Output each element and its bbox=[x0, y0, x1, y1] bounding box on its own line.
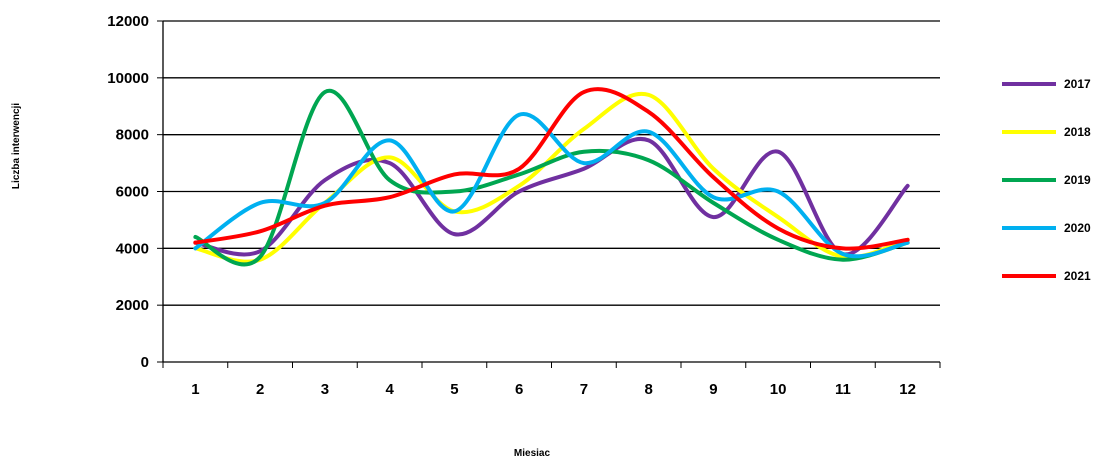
legend-label: 2017 bbox=[1064, 77, 1091, 91]
x-tick-label: 4 bbox=[385, 381, 394, 398]
data-point-2017 bbox=[388, 161, 392, 165]
legend-label: 2021 bbox=[1064, 269, 1091, 283]
legend-item-2017: 2017 bbox=[1002, 77, 1091, 91]
y-tick-label: 2000 bbox=[116, 297, 149, 314]
data-point-2018 bbox=[517, 184, 521, 188]
data-point-2021 bbox=[841, 246, 845, 250]
y-tick-label: 0 bbox=[141, 354, 149, 371]
data-point-2020 bbox=[841, 252, 845, 256]
x-tick-label: 10 bbox=[770, 381, 787, 398]
data-point-2019 bbox=[452, 190, 456, 194]
x-axis-title: Miesiac bbox=[514, 448, 551, 459]
legend-item-2021: 2021 bbox=[1002, 269, 1091, 283]
legend-item-2019: 2019 bbox=[1002, 173, 1091, 187]
data-point-2017 bbox=[906, 184, 910, 188]
data-point-2019 bbox=[841, 258, 845, 262]
data-point-2018 bbox=[647, 93, 651, 97]
data-point-2017 bbox=[582, 167, 586, 171]
x-tick-label: 12 bbox=[899, 381, 916, 398]
data-point-2021 bbox=[323, 204, 327, 208]
y-axis-title: Liczba interwencji bbox=[11, 103, 22, 189]
x-tick-label: 9 bbox=[709, 381, 717, 398]
grid-lines bbox=[163, 20, 940, 306]
y-tick-label: 10000 bbox=[107, 70, 149, 87]
data-point-2020 bbox=[776, 190, 780, 194]
x-tick-label: 1 bbox=[191, 381, 199, 398]
data-point-2019 bbox=[647, 158, 651, 162]
data-point-2021 bbox=[582, 90, 586, 94]
legend-item-2018: 2018 bbox=[1002, 125, 1091, 139]
data-point-2020 bbox=[711, 195, 715, 199]
data-point-2020 bbox=[582, 161, 586, 165]
data-point-2017 bbox=[452, 232, 456, 236]
y-tick-label: 6000 bbox=[116, 184, 149, 201]
data-point-2020 bbox=[517, 113, 521, 117]
data-point-2021 bbox=[258, 229, 262, 233]
legend-label: 2018 bbox=[1064, 125, 1091, 139]
data-point-2017 bbox=[647, 138, 651, 142]
data-point-2019 bbox=[776, 238, 780, 242]
series-lines bbox=[193, 87, 910, 267]
series-line-2020 bbox=[193, 112, 910, 259]
x-tick-label: 5 bbox=[450, 381, 458, 398]
x-tick-label: 7 bbox=[580, 381, 588, 398]
x-tick-label: 8 bbox=[644, 381, 652, 398]
data-point-2017 bbox=[776, 150, 780, 154]
data-point-2020 bbox=[452, 209, 456, 213]
x-tick-label: 3 bbox=[321, 381, 329, 398]
x-tick-label: 6 bbox=[515, 381, 523, 398]
data-point-2019 bbox=[582, 150, 586, 154]
data-point-2017 bbox=[323, 178, 327, 182]
data-point-2018 bbox=[776, 215, 780, 219]
data-point-2019 bbox=[258, 255, 262, 259]
series-line-2021 bbox=[193, 87, 910, 251]
data-point-2017 bbox=[517, 190, 521, 194]
data-point-2020 bbox=[388, 138, 392, 142]
series-line-2019 bbox=[193, 88, 910, 267]
legend-label: 2020 bbox=[1064, 221, 1091, 235]
data-point-2019 bbox=[323, 90, 327, 94]
data-point-2019 bbox=[193, 235, 197, 239]
data-point-2020 bbox=[193, 246, 197, 250]
data-point-2021 bbox=[193, 241, 197, 245]
series-line-2017 bbox=[193, 136, 910, 257]
data-point-2019 bbox=[388, 178, 392, 182]
data-point-2021 bbox=[517, 167, 521, 171]
y-tick-label: 4000 bbox=[116, 240, 149, 257]
data-point-2018 bbox=[582, 127, 586, 131]
data-point-2020 bbox=[258, 201, 262, 205]
legend-item-2020: 2020 bbox=[1002, 221, 1091, 235]
y-tick-label: 12000 bbox=[107, 13, 149, 30]
x-tick-label: 11 bbox=[835, 381, 851, 398]
data-point-2021 bbox=[906, 238, 910, 242]
legend: 2017 2018 2019 2020 2021 bbox=[1002, 77, 1091, 283]
data-point-2021 bbox=[711, 175, 715, 179]
data-point-2019 bbox=[517, 172, 521, 176]
x-tick-label: 2 bbox=[256, 381, 264, 398]
legend-label: 2019 bbox=[1064, 173, 1091, 187]
data-point-2019 bbox=[711, 201, 715, 205]
data-point-2021 bbox=[647, 110, 651, 114]
data-point-2021 bbox=[388, 195, 392, 199]
data-point-2020 bbox=[647, 130, 651, 134]
data-point-2021 bbox=[776, 226, 780, 230]
data-point-2018 bbox=[711, 167, 715, 171]
data-point-2018 bbox=[388, 155, 392, 159]
y-tick-label: 8000 bbox=[116, 127, 149, 144]
data-point-2021 bbox=[452, 172, 456, 176]
data-point-2017 bbox=[711, 215, 715, 219]
